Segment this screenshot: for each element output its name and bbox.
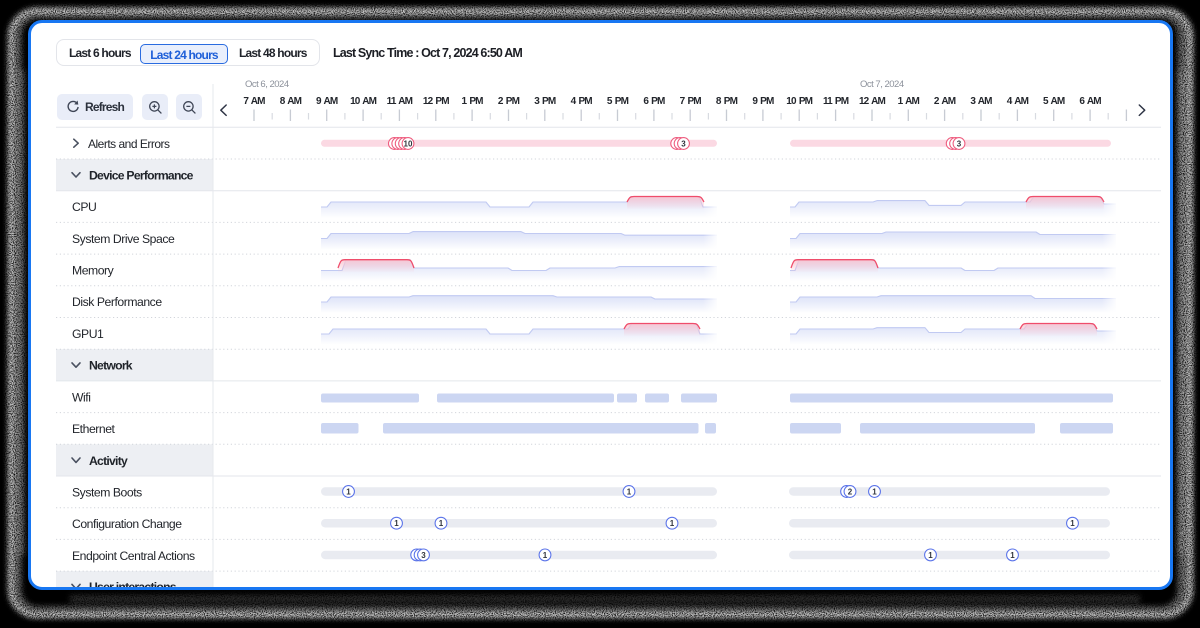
svg-text:Oct 6, 2024: Oct 6, 2024 — [245, 79, 289, 90]
svg-text:12 PM: 12 PM — [423, 96, 449, 107]
svg-text:1: 1 — [627, 487, 632, 496]
svg-text:1: 1 — [543, 551, 548, 560]
svg-text:Ethernet: Ethernet — [72, 422, 116, 436]
svg-text:Endpoint Central Actions: Endpoint Central Actions — [72, 549, 195, 563]
svg-text:1: 1 — [394, 519, 399, 528]
svg-text:1: 1 — [670, 519, 675, 528]
svg-text:Oct 7, 2024: Oct 7, 2024 — [860, 79, 904, 90]
svg-text:11 PM: 11 PM — [823, 96, 849, 107]
svg-text:2: 2 — [848, 487, 853, 496]
svg-text:6 AM: 6 AM — [1079, 96, 1101, 107]
svg-text:CPU: CPU — [72, 200, 96, 214]
svg-text:10: 10 — [404, 139, 413, 148]
svg-text:Activity: Activity — [89, 454, 128, 468]
svg-text:1: 1 — [928, 551, 933, 560]
svg-text:Device Performance: Device Performance — [89, 168, 194, 182]
svg-text:3: 3 — [681, 139, 686, 148]
svg-text:10 AM: 10 AM — [350, 96, 377, 107]
svg-text:8 PM: 8 PM — [716, 96, 738, 107]
svg-text:2 PM: 2 PM — [498, 96, 520, 107]
svg-text:Wifi: Wifi — [72, 390, 91, 404]
svg-text:12 AM: 12 AM — [859, 96, 886, 107]
svg-text:GPU1: GPU1 — [72, 327, 104, 341]
svg-text:1 PM: 1 PM — [462, 96, 484, 107]
svg-text:2 AM: 2 AM — [934, 96, 956, 107]
svg-text:1: 1 — [439, 519, 444, 528]
svg-text:3 PM: 3 PM — [534, 96, 556, 107]
svg-text:9 PM: 9 PM — [752, 96, 774, 107]
svg-text:3 AM: 3 AM — [970, 96, 992, 107]
svg-text:3: 3 — [421, 551, 426, 560]
svg-text:5 AM: 5 AM — [1043, 96, 1065, 107]
svg-text:4 AM: 4 AM — [1007, 96, 1029, 107]
svg-text:Network: Network — [89, 359, 133, 373]
svg-text:3: 3 — [957, 139, 962, 148]
svg-text:8 AM: 8 AM — [280, 96, 302, 107]
svg-text:User interactions: User interactions — [89, 580, 177, 590]
svg-text:10 PM: 10 PM — [786, 96, 812, 107]
svg-text:Alerts and Errors: Alerts and Errors — [88, 137, 170, 151]
svg-text:7 AM: 7 AM — [243, 96, 265, 107]
svg-text:1: 1 — [1010, 551, 1015, 560]
svg-text:Memory: Memory — [72, 264, 115, 278]
svg-text:5 PM: 5 PM — [607, 96, 629, 107]
svg-text:1: 1 — [872, 487, 877, 496]
svg-text:11 AM: 11 AM — [387, 96, 413, 107]
svg-text:1: 1 — [1070, 519, 1075, 528]
svg-text:1 AM: 1 AM — [898, 96, 920, 107]
svg-text:Disk Performance: Disk Performance — [72, 295, 162, 309]
svg-text:7 PM: 7 PM — [680, 96, 702, 107]
svg-text:Configuration Change: Configuration Change — [72, 517, 182, 531]
svg-text:System Boots: System Boots — [72, 485, 142, 499]
svg-text:System Drive Space: System Drive Space — [72, 232, 175, 246]
svg-text:4 PM: 4 PM — [571, 96, 593, 107]
svg-text:6 PM: 6 PM — [643, 96, 665, 107]
svg-text:9 AM: 9 AM — [316, 96, 338, 107]
svg-text:1: 1 — [346, 487, 351, 496]
